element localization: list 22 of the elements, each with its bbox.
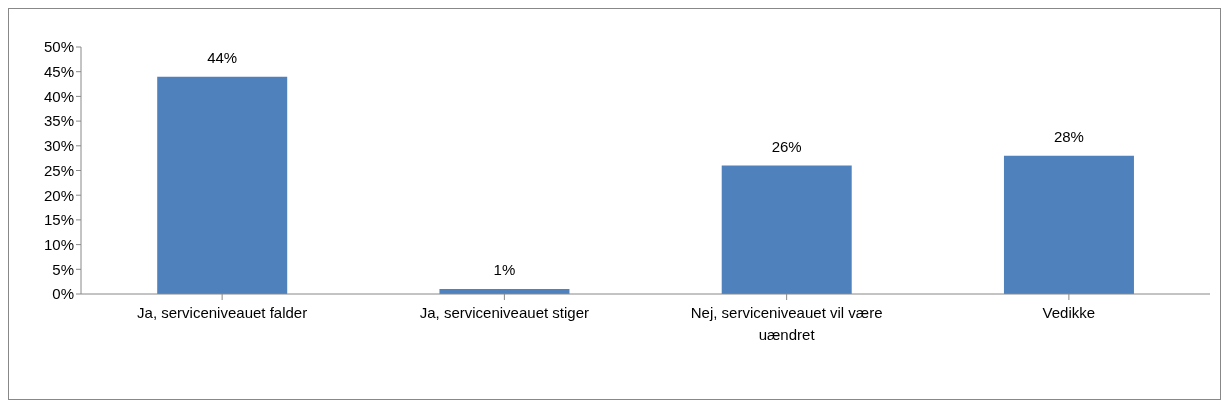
x-tick-label: Nej, serviceniveauet vil være uændret — [690, 304, 883, 343]
y-tick-label: 5% — [52, 260, 74, 278]
data-label: 28% — [1053, 127, 1084, 145]
bar — [157, 76, 288, 294]
y-tick-label: 45% — [43, 63, 74, 81]
y-tick-label: 40% — [43, 87, 74, 105]
y-tick-label: 15% — [43, 211, 74, 229]
y-tick-label: 30% — [43, 137, 74, 155]
bar — [721, 165, 852, 294]
data-label: 44% — [207, 48, 238, 66]
y-tick-label: 25% — [43, 161, 74, 179]
data-label: 26% — [771, 137, 802, 155]
y-tick-label: 50% — [43, 38, 74, 56]
y-tick-label: 0% — [52, 285, 74, 303]
x-tick-label: Vedikke — [1042, 304, 1096, 321]
y-tick-label: 20% — [43, 186, 74, 204]
bar — [1003, 155, 1134, 294]
x-tick-label: Ja, serviceniveauet stiger — [419, 304, 589, 321]
y-tick-label: 10% — [43, 235, 74, 253]
y-tick-label: 35% — [43, 112, 74, 130]
data-label: 1% — [493, 261, 516, 279]
x-tick-label: Ja, serviceniveauet falder — [137, 304, 308, 321]
